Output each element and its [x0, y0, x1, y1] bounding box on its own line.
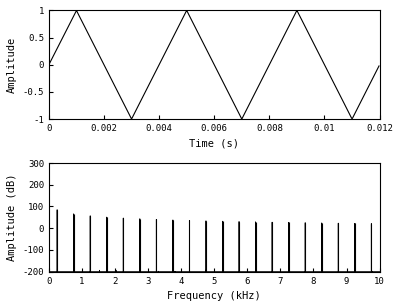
Y-axis label: Amplitude: Amplitude — [7, 37, 17, 93]
Y-axis label: Amplitude (dB): Amplitude (dB) — [7, 174, 17, 261]
X-axis label: Time (s): Time (s) — [189, 138, 239, 148]
X-axis label: Frequency (kHz): Frequency (kHz) — [167, 291, 261, 301]
